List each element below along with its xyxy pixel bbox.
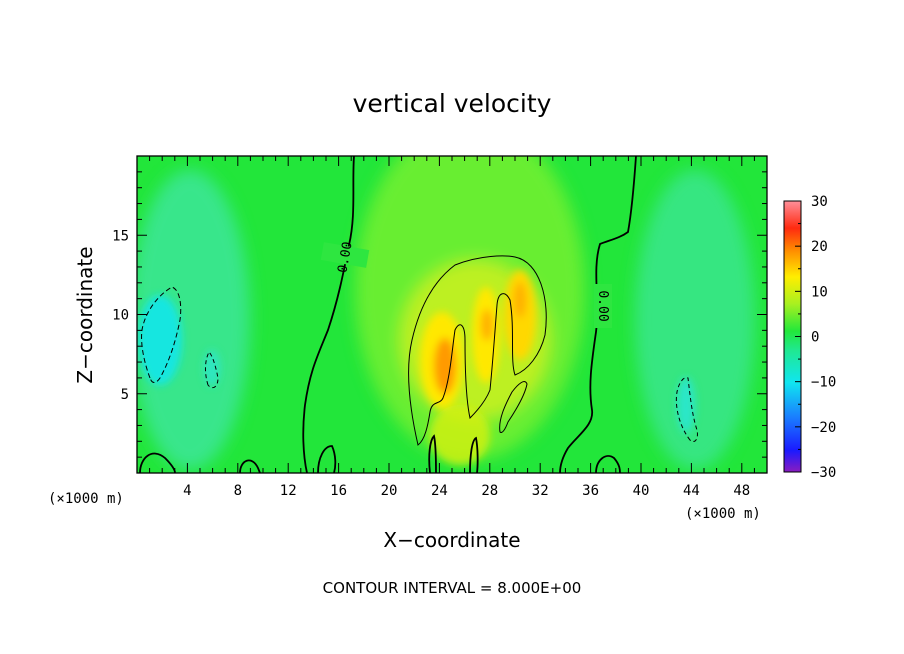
y-tick-label: 10 bbox=[112, 308, 129, 324]
zero-contour-right bbox=[559, 156, 637, 473]
x-tick-label: 12 bbox=[280, 483, 297, 499]
x-unit-right: (×1000 m) bbox=[685, 506, 761, 522]
right-weak-downdraft-region bbox=[635, 170, 755, 470]
colorbar-tick-label: −30 bbox=[811, 465, 836, 481]
contour-interval-note: CONTOUR INTERVAL = 8.000E+00 bbox=[323, 579, 582, 597]
x-axis: 4 8 12 16 20 24 28 32 36 40 44 48 bbox=[149, 156, 755, 499]
x-tick-label: 32 bbox=[532, 483, 549, 499]
x-tick-label: 4 bbox=[183, 483, 191, 499]
contour-labels: 0.00 0.00 bbox=[320, 241, 612, 328]
contour-lines bbox=[139, 156, 698, 473]
x-tick-label: 48 bbox=[733, 483, 750, 499]
contour-neg-right bbox=[675, 377, 698, 443]
contour-label-bg-left bbox=[320, 242, 370, 268]
x-axis-label: X−coordinate bbox=[383, 528, 520, 552]
contour-label-right: 0.00 bbox=[595, 290, 610, 321]
zero-contour-lower-arc-4 bbox=[595, 455, 621, 473]
right-downdraft-cyan bbox=[677, 377, 695, 433]
left-downdraft-cyan bbox=[138, 295, 182, 385]
colorbar-ticks: 30 20 10 0 −10 −20 −30 bbox=[795, 194, 836, 481]
left-weak-downdraft-region bbox=[137, 170, 250, 470]
x-unit-left: (×1000 m) bbox=[48, 491, 124, 507]
contour-8-outer-envelope bbox=[408, 255, 547, 446]
y-axis: 5 10 15 bbox=[112, 171, 767, 458]
colorbar-tick-label: 0 bbox=[811, 330, 819, 346]
updraft-orange-2 bbox=[481, 309, 493, 341]
heatmap-field bbox=[137, 156, 767, 473]
y-tick-label: 15 bbox=[112, 228, 129, 244]
y-tick-label: 5 bbox=[121, 387, 129, 403]
contour-8-finger-right bbox=[499, 381, 528, 433]
zero-contour-lower-arc-3 bbox=[317, 445, 337, 473]
zero-contour-lower-arc-5 bbox=[428, 434, 437, 473]
colorbar-tick-label: −20 bbox=[811, 420, 836, 436]
colorbar-tick-label: 10 bbox=[811, 284, 828, 300]
chart-title: vertical velocity bbox=[353, 89, 552, 118]
left-downdraft-small bbox=[204, 350, 220, 386]
contour-neg-left-large bbox=[141, 286, 182, 383]
x-tick-label: 40 bbox=[633, 483, 650, 499]
x-tick-label: 44 bbox=[683, 483, 700, 499]
zero-contour-lower-arc-2 bbox=[239, 459, 261, 473]
contour-neg-left-small bbox=[205, 351, 219, 389]
contour-label-left: 0.00 bbox=[335, 241, 355, 274]
colorbar-tick-label: −10 bbox=[811, 375, 836, 391]
x-tick-label: 24 bbox=[431, 483, 448, 499]
colorbar-tick-label: 20 bbox=[811, 239, 828, 255]
zero-contour-lower-left-arc bbox=[139, 452, 176, 473]
x-tick-label: 8 bbox=[234, 483, 242, 499]
updraft-orange-3 bbox=[514, 282, 526, 318]
x-tick-label: 20 bbox=[381, 483, 398, 499]
colorbar-tick-label: 30 bbox=[811, 194, 828, 210]
x-tick-label: 36 bbox=[582, 483, 599, 499]
lower-yellow-plume bbox=[430, 405, 490, 465]
x-tick-label: 28 bbox=[481, 483, 498, 499]
zero-contour-lower-arc-6 bbox=[469, 436, 479, 473]
x-tick-label: 16 bbox=[330, 483, 347, 499]
updraft-orange-1 bbox=[434, 338, 456, 394]
contour-label-bg-right bbox=[594, 284, 612, 328]
zero-contour-left bbox=[302, 156, 355, 473]
y-axis-label: Z−coordinate bbox=[73, 246, 97, 383]
